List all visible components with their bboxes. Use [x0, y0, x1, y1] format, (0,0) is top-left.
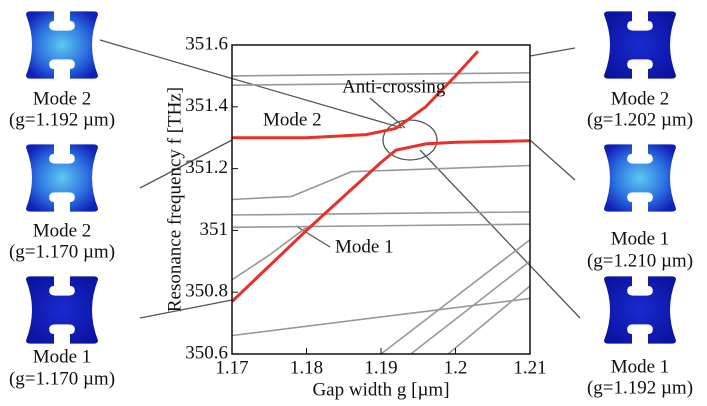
y-tick-label: 351.6 — [185, 33, 228, 54]
mode-image — [604, 11, 676, 78]
x-axis-label: Gap width g [µm] — [312, 379, 449, 400]
panel-caption: (g=1.202 µm) — [587, 109, 693, 130]
figure: Mode 2(g=1.192 µm)Mode 2(g=1.170 µm)Mode… — [0, 0, 707, 406]
panel-title: Mode 2 — [33, 88, 92, 109]
x-tick-label: 1.21 — [513, 357, 546, 378]
line — [232, 227, 307, 279]
connector — [530, 48, 575, 56]
panel-title: Mode 2 — [33, 220, 92, 241]
x-tick-label: 1.18 — [290, 357, 323, 378]
annotation: Anti-crossing — [342, 76, 446, 97]
mode-image — [604, 144, 676, 211]
line — [411, 261, 530, 354]
panel-title: Mode 1 — [611, 228, 670, 249]
x-tick-label: 1.19 — [364, 357, 397, 378]
panel-title: Mode 2 — [611, 88, 670, 109]
connector — [140, 300, 232, 318]
panel-caption: (g=1.210 µm) — [587, 250, 693, 271]
panel-caption: (g=1.170 µm) — [9, 368, 115, 389]
panel-title: Mode 1 — [33, 346, 92, 367]
connector — [420, 150, 580, 318]
mode-panels: Mode 2(g=1.192 µm)Mode 2(g=1.170 µm)Mode… — [9, 11, 693, 398]
panel-caption: (g=1.192 µm) — [587, 377, 693, 398]
mode-image — [26, 11, 98, 78]
connector — [530, 140, 575, 180]
line — [232, 224, 530, 227]
panel-caption: (g=1.170 µm) — [9, 241, 115, 262]
y-tick-label: 351.4 — [185, 95, 228, 116]
mode-image — [26, 276, 98, 343]
line — [232, 298, 530, 335]
y-tick-label: 351 — [200, 219, 229, 240]
line — [232, 212, 530, 215]
mode-image — [26, 144, 98, 211]
mode-image — [604, 276, 676, 343]
y-tick-label: 350.6 — [185, 342, 228, 363]
line — [232, 166, 530, 200]
panel-title: Mode 1 — [611, 356, 670, 377]
y-tick-label: 350.8 — [185, 281, 228, 302]
series-label: Mode 2 — [263, 109, 322, 130]
mode-line — [232, 141, 530, 302]
x-tick-label: 1.2 — [444, 357, 468, 378]
y-tick-label: 351.2 — [185, 157, 228, 178]
y-axis-label: Resonance frequency f [THz] — [164, 87, 185, 312]
series-label: Mode 1 — [335, 236, 394, 257]
panel-caption: (g=1.192 µm) — [9, 109, 115, 130]
line — [381, 240, 530, 354]
line — [448, 286, 530, 354]
